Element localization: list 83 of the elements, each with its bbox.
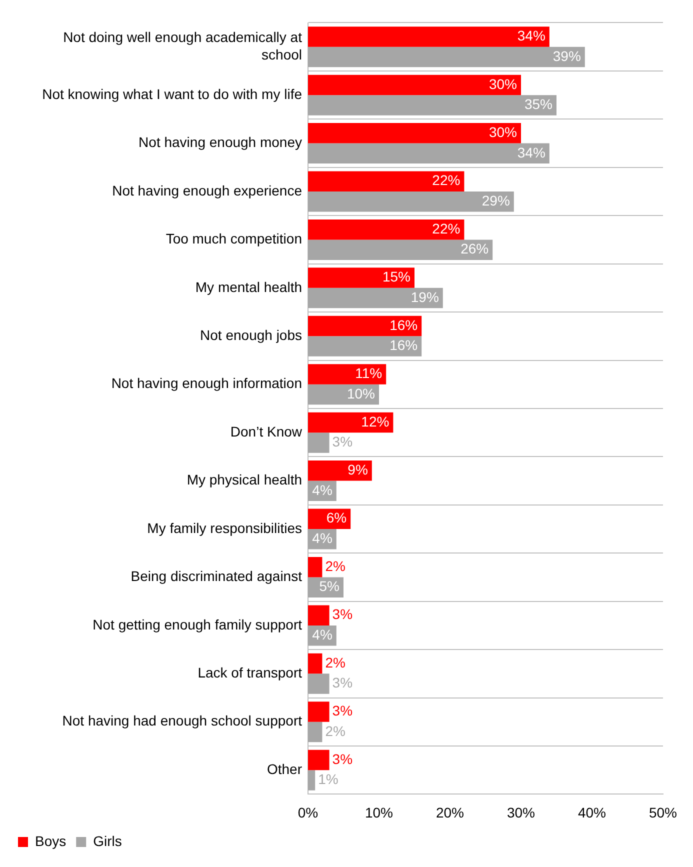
data-label: 3% xyxy=(332,702,353,719)
data-label: 39% xyxy=(552,48,581,64)
bar xyxy=(308,46,585,68)
bar xyxy=(308,268,414,288)
data-label: 16% xyxy=(390,337,418,354)
x-tick-label: 40% xyxy=(578,804,606,820)
data-label: 9% xyxy=(348,462,368,478)
data-label: 22% xyxy=(432,172,460,188)
data-label: 4% xyxy=(312,482,332,498)
data-label: 35% xyxy=(524,96,552,112)
y-tick-label: Not enough jobs xyxy=(200,327,302,344)
y-tick-label: Lack of transport xyxy=(198,664,302,681)
data-label: 26% xyxy=(460,240,489,257)
legend-label: Girls xyxy=(93,832,122,849)
bar xyxy=(308,192,514,212)
bar xyxy=(308,412,394,433)
bar xyxy=(308,123,521,144)
data-label: 2% xyxy=(325,558,346,574)
bar xyxy=(308,316,422,336)
bar xyxy=(308,770,316,790)
bar xyxy=(308,702,330,722)
data-label: 3% xyxy=(332,606,353,622)
bar xyxy=(308,240,493,260)
data-label: 30% xyxy=(488,76,517,92)
bar xyxy=(308,288,443,308)
bar xyxy=(308,384,379,405)
bar xyxy=(308,432,330,453)
data-label: 10% xyxy=(346,385,375,402)
bar xyxy=(308,605,330,626)
y-tick-label: My physical health xyxy=(186,472,302,488)
data-label: 34% xyxy=(517,28,546,44)
bar xyxy=(308,364,386,384)
y-tick-label: Not getting enough family support xyxy=(92,616,302,632)
y-tick-label: Too much competition xyxy=(166,230,302,247)
data-label: 3% xyxy=(332,674,353,691)
data-label: 15% xyxy=(382,268,410,285)
data-label: 4% xyxy=(312,530,332,546)
data-label: 22% xyxy=(432,220,460,236)
x-tick-label: 10% xyxy=(364,804,394,820)
bar xyxy=(308,143,550,164)
y-tick-label: Other xyxy=(266,760,302,777)
data-label: 16% xyxy=(390,316,418,333)
y-tick-label: Don’t Know xyxy=(230,423,303,440)
bar xyxy=(308,653,322,674)
bar xyxy=(308,74,521,96)
x-tick-label: 20% xyxy=(436,804,464,820)
y-tick-label: Not doing well enough academically at school xyxy=(63,28,302,62)
bar xyxy=(308,460,372,481)
data-label: 34% xyxy=(517,144,546,160)
data-label: 3% xyxy=(332,750,353,767)
y-tick-label: My family responsibilities xyxy=(147,520,302,536)
bar xyxy=(308,556,322,578)
bar xyxy=(308,722,322,742)
y-tick-label: Not having enough experience xyxy=(112,182,302,198)
data-label: 6% xyxy=(326,510,347,526)
bar xyxy=(308,26,550,47)
bar xyxy=(308,95,556,116)
data-label: 19% xyxy=(410,288,439,305)
legend-label: Boys xyxy=(35,832,66,849)
data-label: 11% xyxy=(355,365,382,382)
y-tick-label: Not having enough money xyxy=(138,134,302,150)
bar xyxy=(308,219,464,240)
bar xyxy=(308,750,330,770)
bar xyxy=(308,171,464,192)
y-tick-label: My mental health xyxy=(195,278,302,295)
x-tick-label: 30% xyxy=(506,804,536,820)
x-tick-label: 0% xyxy=(298,804,318,820)
data-label: 2% xyxy=(325,722,346,739)
y-tick-label: Not having enough information xyxy=(111,375,302,392)
data-label: 12% xyxy=(361,413,390,430)
data-label: 29% xyxy=(482,192,510,208)
data-label: 30% xyxy=(488,124,517,140)
data-label: 1% xyxy=(318,771,338,788)
x-tick-label: 50% xyxy=(648,804,678,820)
y-tick-label: Not having had enough school support xyxy=(62,712,302,729)
data-label: 4% xyxy=(312,626,332,642)
y-tick-label: Not knowing what I want to do with my life xyxy=(42,86,302,102)
data-label: 2% xyxy=(325,654,346,670)
y-tick-label: Being discriminated against xyxy=(130,568,302,584)
bar xyxy=(308,336,422,356)
data-label: 5% xyxy=(319,578,340,594)
data-label: 3% xyxy=(332,434,353,450)
bar xyxy=(308,674,330,694)
